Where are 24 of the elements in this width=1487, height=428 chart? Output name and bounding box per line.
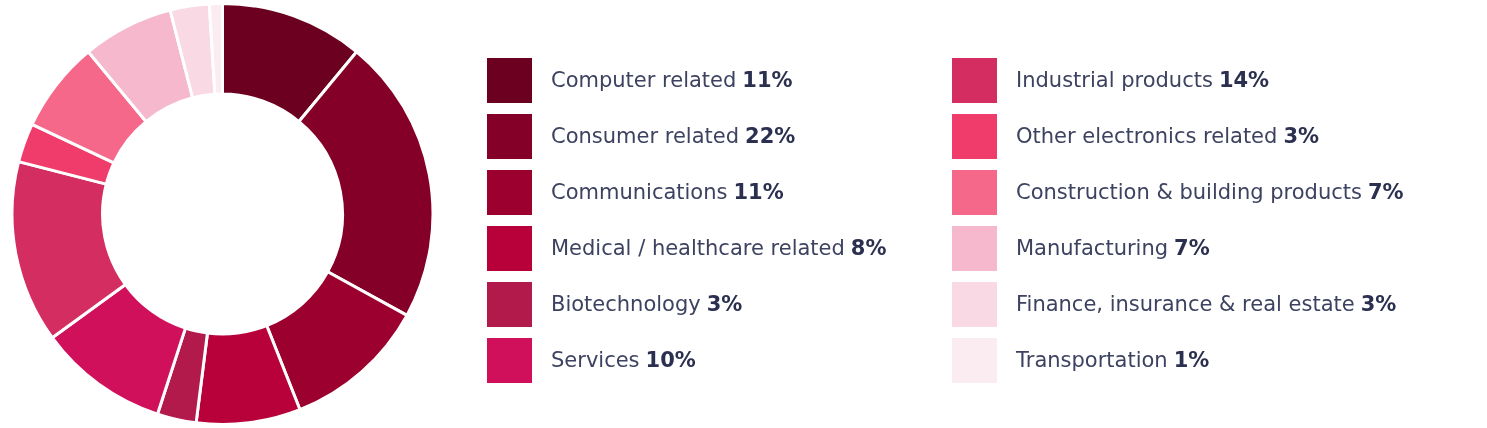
legend-label: Communications [551,180,728,204]
legend-label: Computer related [551,68,737,92]
data-label: 14% [1218,68,1270,92]
data-label: 11% [733,180,784,204]
legend-label: Services [551,348,640,372]
data-label: 10% [645,348,696,372]
legend-label: Biotechnology [551,292,701,316]
legend-label: Transportation [1016,348,1168,372]
legend-label: Manufacturing [1016,236,1169,260]
legend-label: Finance, insurance & real estate [1016,292,1355,316]
legend-label: Other electronics related [1016,124,1278,148]
data-label: 7% [1367,180,1404,204]
legend-label: Construction & building products [1016,180,1362,204]
data-label: 11% [742,68,793,92]
data-label: 1% [1173,348,1210,372]
legend-label: Industrial products [1016,68,1213,92]
data-label: 8% [850,236,887,260]
data-label: 22% [745,124,796,148]
data-label: 3% [1283,124,1320,148]
data-label: 3% [1360,292,1397,316]
legend-label: Medical / healthcare related [551,236,845,260]
data-label: 7% [1174,236,1210,260]
data-label: 3% [706,292,743,316]
legend-label: Consumer related [551,124,740,148]
